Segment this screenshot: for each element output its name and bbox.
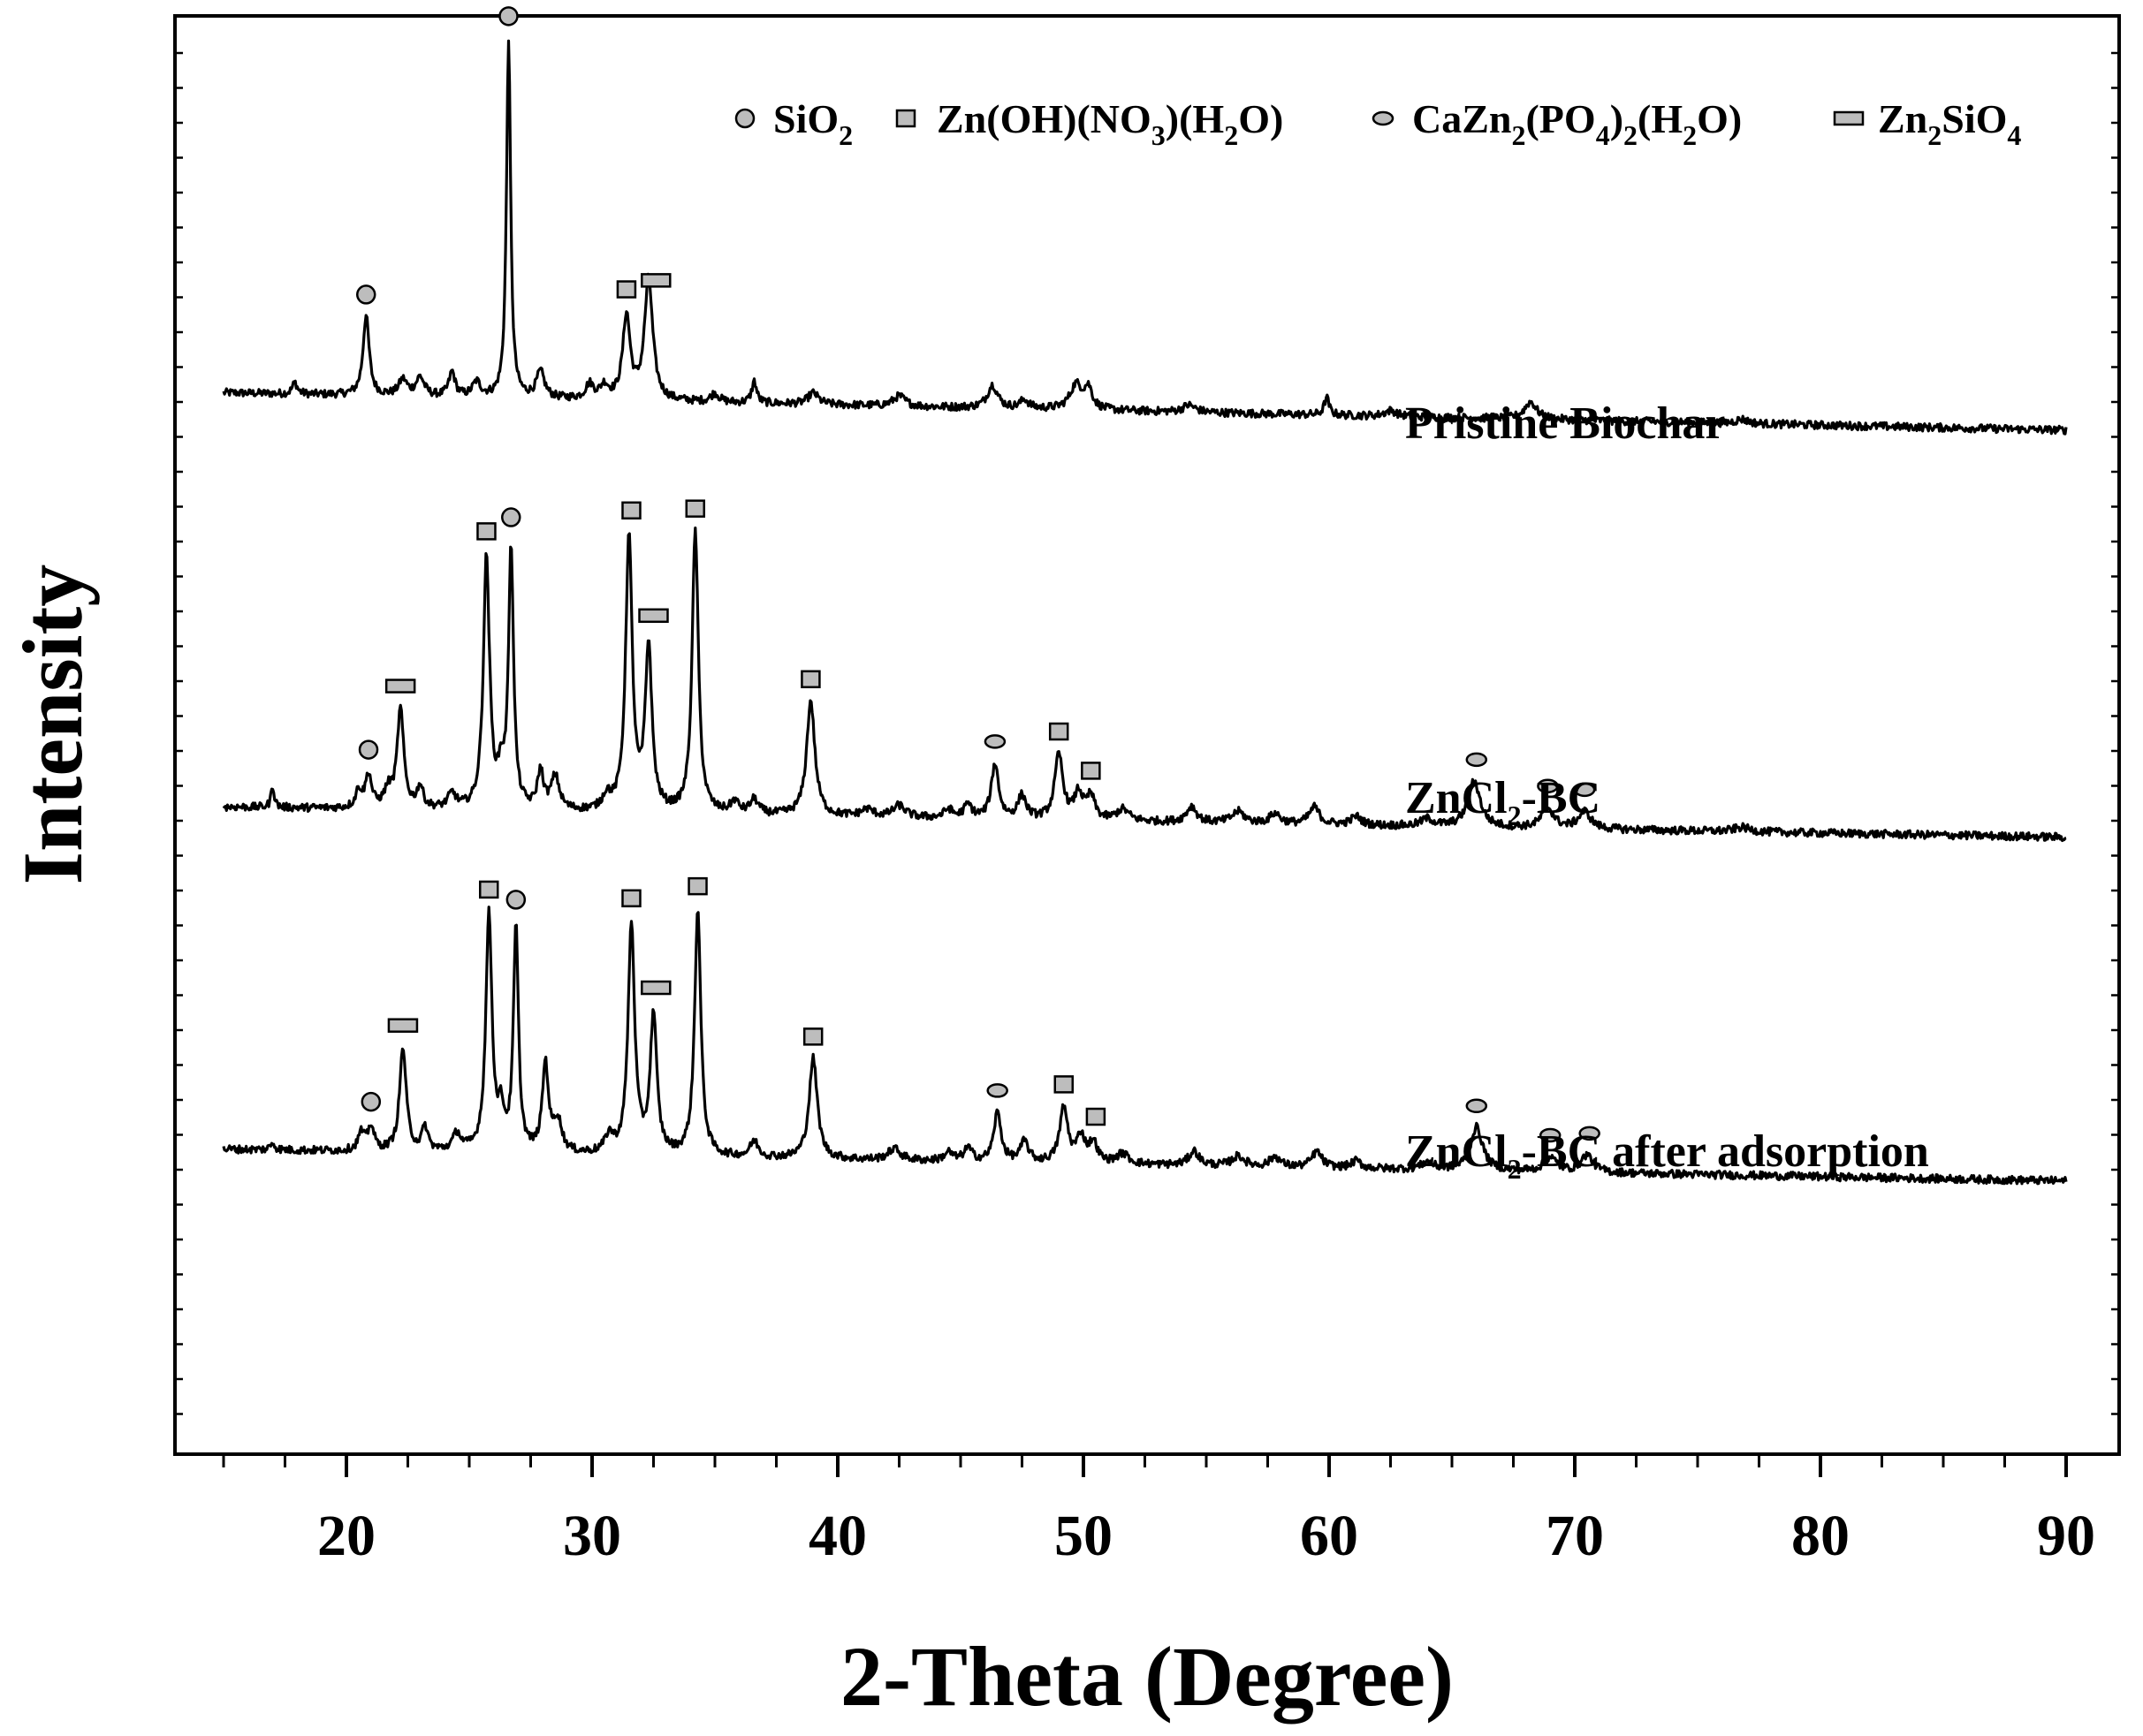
trace-0 — [222, 39, 2068, 436]
phase-marker-circle — [355, 284, 376, 305]
phase-marker-square — [476, 522, 497, 541]
text-run: CaZn — [1412, 96, 1511, 141]
text-run: -BC — [1522, 773, 1601, 823]
text-run: ) — [1610, 96, 1623, 141]
x-tick-label: 60 — [1300, 1504, 1358, 1568]
phase-marker-square — [616, 280, 637, 299]
legend-marker-square — [895, 109, 916, 128]
x-tick-label: 80 — [1791, 1504, 1850, 1568]
phase-marker-square — [802, 1027, 824, 1046]
subscript: 4 — [2007, 119, 2021, 151]
text-run: O) — [1697, 96, 1742, 141]
phase-marker-circle — [501, 507, 521, 527]
legend-marker-ellipse — [1372, 110, 1394, 126]
phase-marker-ellipse — [1537, 778, 1559, 794]
legend-label: Zn2SiO4 — [1878, 96, 2021, 151]
phase-marker-square — [801, 670, 821, 689]
subscript: 2 — [1511, 119, 1525, 151]
phase-marker-square — [1081, 762, 1101, 780]
x-tick-label: 50 — [1054, 1504, 1113, 1568]
text-run: O) — [1238, 96, 1283, 141]
text-run: )(H — [1166, 96, 1225, 141]
phase-markers — [355, 6, 1600, 1143]
text-run: -BC after adsorption — [1522, 1126, 1929, 1177]
legend-marker-circle — [734, 108, 756, 129]
x-axis-title: 2-Theta (Degree) — [840, 1629, 1454, 1724]
phase-marker-square — [1085, 1107, 1106, 1126]
legend-marker-rect — [1833, 110, 1865, 126]
subscript: 2 — [1927, 119, 1942, 151]
phase-marker-rect — [384, 678, 416, 694]
text-run: (H — [1638, 96, 1683, 141]
text-run: SiO — [1942, 96, 2007, 141]
legend-item: SiO2 — [734, 96, 853, 151]
text-run: Zn(OH)(NO — [937, 96, 1151, 141]
legend-label: CaZn2(PO4)2(H2O) — [1412, 96, 1742, 151]
x-tick-label: 90 — [2037, 1504, 2095, 1568]
series-label-0: Pristine Biochar — [1405, 398, 1726, 449]
x-tick-label: 30 — [563, 1504, 621, 1568]
x-axis: 20 30 40 50 60 70 80 90 — [222, 1454, 2095, 1568]
y-axis-title: Intensity — [5, 565, 100, 885]
text-run: Zn — [1878, 96, 1927, 141]
trace-1 — [222, 527, 2067, 843]
series-label-1: ZnCl2-BC — [1405, 773, 1600, 831]
phase-marker-square — [685, 499, 706, 518]
phase-marker-circle — [361, 1091, 382, 1112]
subscript: 2 — [1623, 119, 1638, 151]
subscript: 2 — [1508, 800, 1522, 831]
phase-marker-square — [478, 880, 499, 899]
phase-marker-circle — [505, 890, 527, 910]
phase-marker-rect — [638, 608, 669, 624]
phase-marker-square — [688, 876, 708, 896]
subscript: 2 — [1224, 119, 1238, 151]
text-run: ZnCl — [1405, 773, 1508, 823]
x-tick-label: 70 — [1546, 1504, 1604, 1568]
legend-label: SiO2 — [773, 96, 853, 151]
text-run: ZnCl — [1405, 1126, 1508, 1177]
phase-marker-circle — [358, 739, 379, 760]
legend: SiO2 Zn(OH)(NO3)(H2O) CaZn2(PO4)2(H2O) Zn2S… — [734, 96, 2021, 151]
phase-marker-ellipse — [1465, 752, 1488, 768]
phase-marker-ellipse — [1539, 1127, 1562, 1143]
subscript: 4 — [1596, 119, 1610, 151]
phase-marker-square — [621, 889, 642, 908]
series-label-2: ZnCl2-BC after adsorption — [1405, 1126, 1929, 1185]
phase-marker-ellipse — [986, 1083, 1008, 1098]
phase-marker-square — [1053, 1075, 1075, 1094]
legend-item: Zn2SiO4 — [1833, 96, 2021, 151]
text-run: Pristine Biochar — [1405, 398, 1726, 449]
phase-marker-ellipse — [1465, 1098, 1488, 1114]
legend-item: CaZn2(PO4)2(H2O) — [1372, 96, 1742, 151]
xrd-traces — [222, 39, 2068, 1186]
trace-2 — [222, 906, 2068, 1186]
text-run: (PO — [1525, 96, 1595, 141]
x-tick-label: 20 — [317, 1504, 376, 1568]
phase-marker-rect — [641, 980, 672, 996]
phase-marker-circle — [498, 6, 519, 27]
phase-marker-ellipse — [984, 734, 1007, 749]
text-run: SiO — [773, 96, 839, 141]
phase-marker-square — [1048, 722, 1069, 741]
subscript: 2 — [1683, 119, 1697, 151]
x-tick-label: 40 — [809, 1504, 867, 1568]
plot-frame — [173, 14, 2121, 1456]
legend-item: Zn(OH)(NO3)(H2O) — [895, 96, 1283, 151]
phase-marker-rect — [641, 273, 672, 288]
subscript: 2 — [1508, 1153, 1522, 1185]
phase-marker-square — [621, 501, 642, 520]
phase-marker-ellipse — [1578, 1126, 1600, 1141]
legend-label: Zn(OH)(NO3)(H2O) — [937, 96, 1283, 151]
left-minor-ticks — [175, 51, 183, 1415]
right-minor-ticks — [2111, 51, 2119, 1415]
phase-marker-ellipse — [1573, 782, 1596, 798]
phase-marker-rect — [387, 1018, 419, 1033]
subscript: 2 — [839, 119, 853, 151]
subscript: 3 — [1151, 119, 1166, 151]
